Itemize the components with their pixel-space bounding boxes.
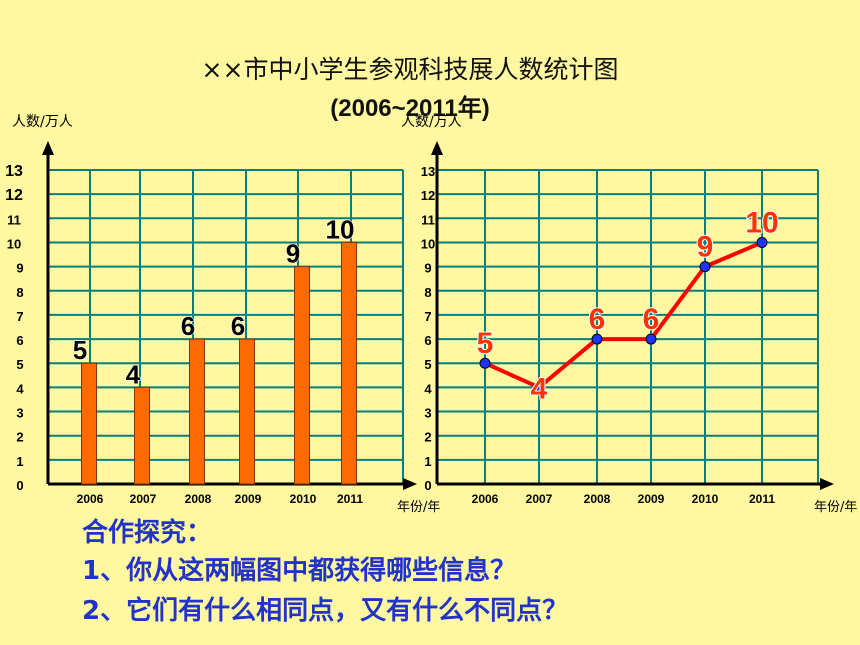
- x-tick-label: 2007: [526, 492, 553, 506]
- y-tick-label: 13: [5, 163, 23, 180]
- y-tick-label: 9: [16, 261, 23, 276]
- y-tick-label: 4: [16, 381, 24, 396]
- y-axis-title: 人数/万人: [401, 114, 462, 130]
- x-tick-label: 2010: [692, 492, 719, 506]
- questions-heading: 合作探究：: [82, 518, 213, 548]
- question-1: 1、你从这两幅图中都获得哪些信息？: [82, 556, 517, 586]
- chart-title: ××市中小学生参观科技展人数统计图: [201, 55, 619, 84]
- data-label: 5: [477, 327, 494, 360]
- data-label: 9: [286, 239, 300, 269]
- y-tick-label: 11: [421, 212, 435, 227]
- y-axis-arrow: [431, 141, 443, 155]
- y-tick-label: 8: [16, 285, 23, 300]
- data-label: 6: [181, 311, 195, 341]
- data-label: 10: [326, 214, 355, 244]
- chart-subtitle: (2006~2011年): [330, 95, 490, 122]
- x-tick-label: 2008: [584, 492, 611, 506]
- y-tick-label: 12: [5, 187, 23, 204]
- y-tick-label: 8: [424, 285, 431, 300]
- y-tick-label: 9: [424, 261, 431, 276]
- x-tick-label: 2010: [290, 492, 317, 506]
- y-tick-label: 10: [7, 236, 21, 251]
- bar: [341, 241, 357, 485]
- x-tick-label: 2011: [749, 492, 775, 506]
- x-tick-label: 2009: [638, 492, 665, 506]
- data-point: [479, 357, 491, 369]
- x-tick-label: 2008: [185, 492, 212, 506]
- data-label: 6: [589, 303, 606, 336]
- y-tick-label: 7: [16, 309, 23, 324]
- data-label: 5: [73, 335, 87, 365]
- bar: [81, 362, 97, 485]
- data-point: [645, 333, 657, 345]
- y-tick-label: 0: [424, 478, 431, 493]
- x-tick-label: 2009: [235, 492, 262, 506]
- data-point: [756, 236, 768, 248]
- y-axis-title: 人数/万人: [12, 114, 73, 130]
- y-tick-label: 3: [16, 406, 23, 421]
- x-tick-label: 2011: [337, 492, 363, 506]
- x-axis-title: 年份/年: [814, 500, 857, 515]
- x-tick-label: 2007: [130, 492, 157, 506]
- data-label: 4: [531, 372, 548, 405]
- data-point: [591, 333, 603, 345]
- y-axis-arrow: [42, 141, 54, 155]
- y-tick-label: 13: [421, 164, 435, 179]
- bar: [239, 338, 255, 485]
- x-tick-label: 2006: [77, 492, 104, 506]
- y-tick-label: 7: [424, 309, 431, 324]
- y-tick-label: 6: [16, 333, 23, 348]
- y-tick-label: 2: [16, 430, 23, 445]
- y-tick-label: 11: [7, 212, 21, 227]
- bar: [189, 338, 205, 485]
- y-tick-label: 0: [16, 478, 23, 493]
- y-tick-label: 4: [424, 381, 432, 396]
- y-tick-label: 1: [424, 454, 431, 469]
- y-tick-label: 3: [424, 406, 431, 421]
- y-tick-label: 12: [421, 188, 435, 203]
- x-axis-arrow: [820, 478, 834, 490]
- bar: [294, 266, 310, 485]
- y-tick-label: 6: [424, 333, 431, 348]
- y-tick-label: 5: [424, 357, 431, 372]
- y-tick-label: 5: [16, 357, 23, 372]
- bar: [134, 386, 150, 485]
- data-label: 10: [745, 206, 778, 239]
- series-line: [484, 240, 763, 390]
- y-tick-label: 2: [424, 430, 431, 445]
- data-label: 4: [126, 359, 141, 389]
- data-label: 6: [231, 311, 245, 341]
- y-tick-label: 10: [421, 236, 435, 251]
- x-axis-title: 年份/年: [397, 500, 440, 515]
- y-tick-label: 1: [16, 454, 23, 469]
- question-2: 2、它们有什么相同点，又有什么不同点？: [82, 596, 569, 626]
- data-point: [533, 381, 545, 393]
- data-point: [699, 261, 711, 273]
- x-axis-arrow: [403, 478, 417, 490]
- data-label: 6: [643, 303, 660, 336]
- data-label: 9: [697, 231, 714, 264]
- x-tick-label: 2006: [472, 492, 499, 506]
